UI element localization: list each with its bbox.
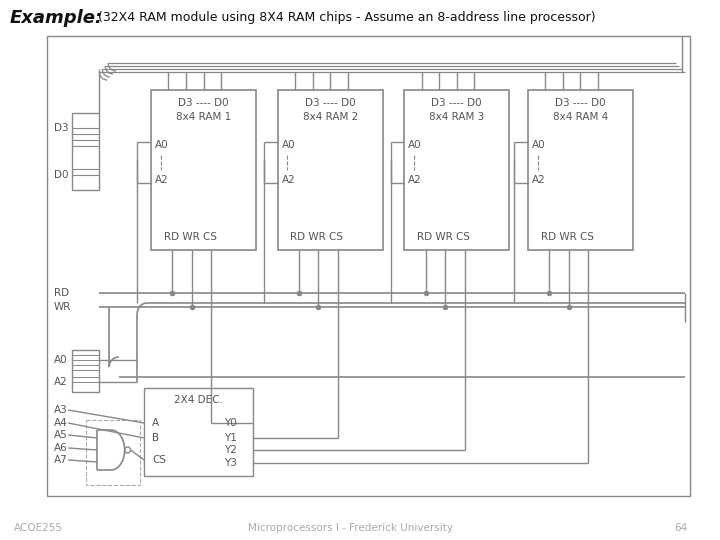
Text: A2: A2 bbox=[155, 175, 168, 185]
Bar bbox=[86, 420, 140, 485]
Text: D3 ---- D0: D3 ---- D0 bbox=[555, 98, 606, 108]
Bar bbox=[72, 350, 99, 392]
Text: A7: A7 bbox=[53, 455, 67, 465]
Text: D3 ---- D0: D3 ---- D0 bbox=[305, 98, 356, 108]
Text: A0: A0 bbox=[155, 140, 168, 150]
Text: Example:: Example: bbox=[10, 9, 103, 27]
Text: 64: 64 bbox=[675, 523, 688, 533]
Text: 8x4 RAM 3: 8x4 RAM 3 bbox=[429, 112, 485, 122]
Text: A2: A2 bbox=[408, 175, 422, 185]
Bar bbox=[47, 36, 690, 496]
Text: ACOE255: ACOE255 bbox=[14, 523, 63, 533]
Text: 8x4 RAM 1: 8x4 RAM 1 bbox=[176, 112, 231, 122]
Bar bbox=[404, 90, 509, 250]
Text: D3: D3 bbox=[53, 123, 68, 133]
Text: A2: A2 bbox=[282, 175, 295, 185]
Text: RD: RD bbox=[53, 288, 68, 298]
Text: CS: CS bbox=[152, 455, 166, 465]
Text: (32X4 RAM module using 8X4 RAM chips - Assume an 8-address line processor): (32X4 RAM module using 8X4 RAM chips - A… bbox=[94, 11, 596, 24]
Text: A0: A0 bbox=[53, 355, 67, 365]
Text: RD WR CS: RD WR CS bbox=[290, 232, 343, 242]
Bar bbox=[72, 113, 99, 190]
Text: Y0: Y0 bbox=[224, 418, 237, 428]
Text: WR: WR bbox=[53, 302, 71, 312]
Text: A6: A6 bbox=[53, 443, 67, 453]
Text: A2: A2 bbox=[532, 175, 546, 185]
Text: Y1: Y1 bbox=[224, 433, 237, 443]
Text: B: B bbox=[152, 433, 159, 443]
Bar bbox=[144, 388, 253, 476]
Text: RD WR CS: RD WR CS bbox=[417, 232, 470, 242]
Text: 8x4 RAM 4: 8x4 RAM 4 bbox=[553, 112, 608, 122]
Bar bbox=[528, 90, 633, 250]
Text: RD WR CS: RD WR CS bbox=[163, 232, 217, 242]
Text: A0: A0 bbox=[408, 140, 422, 150]
Text: A2: A2 bbox=[53, 377, 67, 387]
Text: A4: A4 bbox=[53, 418, 67, 428]
Text: A: A bbox=[152, 418, 159, 428]
Text: A5: A5 bbox=[53, 430, 67, 440]
Bar bbox=[277, 90, 383, 250]
Text: RD WR CS: RD WR CS bbox=[541, 232, 593, 242]
Text: Y3: Y3 bbox=[224, 458, 237, 468]
Text: Microprocessors I - Frederick University: Microprocessors I - Frederick University bbox=[248, 523, 453, 533]
Bar bbox=[151, 90, 256, 250]
Text: 8x4 RAM 2: 8x4 RAM 2 bbox=[302, 112, 358, 122]
Text: A0: A0 bbox=[282, 140, 295, 150]
Text: 2X4 DEC.: 2X4 DEC. bbox=[174, 395, 223, 405]
Text: D0: D0 bbox=[53, 170, 68, 180]
Text: D3 ---- D0: D3 ---- D0 bbox=[431, 98, 482, 108]
Text: A0: A0 bbox=[532, 140, 545, 150]
Text: Y2: Y2 bbox=[224, 445, 237, 455]
Text: D3 ---- D0: D3 ---- D0 bbox=[179, 98, 229, 108]
Text: A3: A3 bbox=[53, 405, 67, 415]
